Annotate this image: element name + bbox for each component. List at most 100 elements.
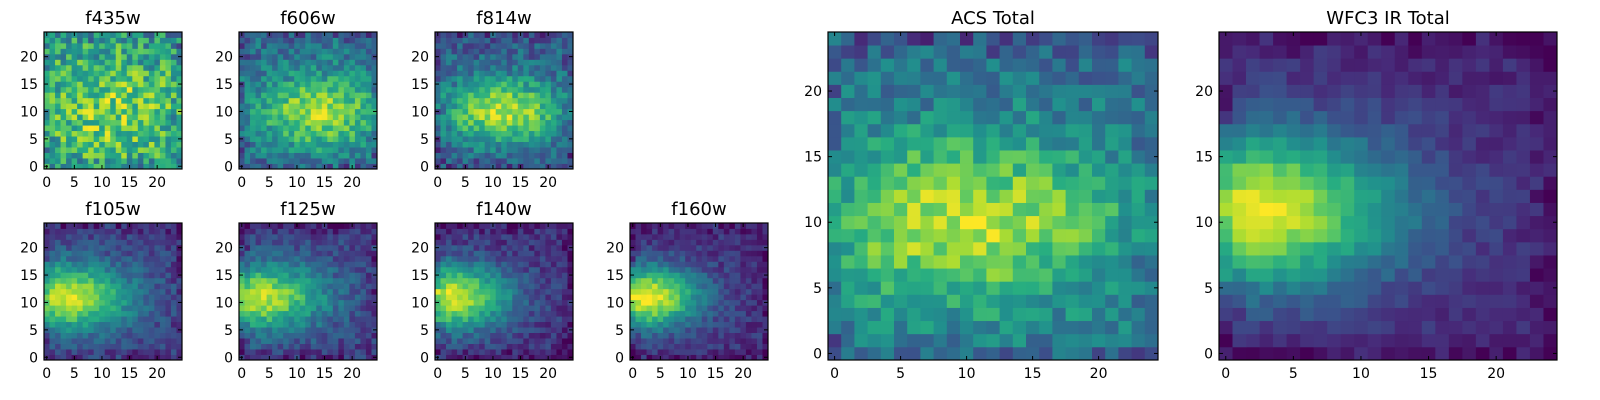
heatmap-cell — [316, 354, 323, 361]
heatmap-cell — [545, 147, 552, 153]
heatmap-cell — [479, 233, 486, 240]
heatmap-cell — [327, 327, 334, 333]
heatmap-cell — [343, 266, 350, 273]
heatmap-cell — [545, 305, 552, 312]
heatmap-cell — [534, 338, 541, 344]
heatmap-cell — [99, 239, 106, 246]
heatmap-cell — [110, 141, 117, 148]
heatmap-cell — [894, 228, 908, 243]
heatmap-cell — [960, 307, 974, 322]
heatmap-cell — [165, 327, 172, 333]
heatmap-cell — [550, 108, 557, 115]
heatmap-cell — [283, 147, 290, 153]
heatmap-cell — [250, 81, 256, 88]
heatmap-cell — [451, 244, 458, 251]
heatmap-cell — [723, 354, 730, 361]
heatmap-cell — [534, 244, 541, 251]
heatmap-cell — [55, 48, 61, 55]
heatmap-cell — [288, 354, 295, 361]
heatmap-cell — [1012, 176, 1027, 190]
heatmap-cell — [143, 343, 150, 350]
heatmap-cell — [77, 239, 84, 246]
x-tick-label: 20 — [539, 175, 557, 191]
heatmap-cell — [261, 343, 267, 350]
heatmap-cell — [652, 316, 658, 323]
heatmap-cell — [528, 299, 535, 306]
heatmap-cell — [338, 158, 345, 164]
heatmap-cell — [121, 349, 128, 355]
heatmap-cell — [506, 277, 513, 284]
heatmap-cell — [663, 272, 670, 279]
heatmap-cell — [294, 277, 301, 284]
heatmap-cell — [457, 92, 463, 99]
heatmap-cell — [679, 255, 686, 262]
heatmap-cell — [327, 272, 334, 279]
heatmap-cell — [349, 349, 356, 355]
heatmap-cell — [272, 141, 279, 148]
heatmap-cell — [77, 97, 84, 104]
heatmap-cell — [49, 321, 56, 328]
heatmap-cell — [718, 261, 725, 268]
heatmap-cell — [110, 239, 117, 246]
heatmap-cell — [294, 305, 301, 312]
heatmap-cell — [272, 119, 279, 126]
heatmap-cell — [99, 294, 106, 301]
heatmap-cell — [506, 136, 513, 142]
heatmap-cell — [165, 48, 172, 55]
heatmap-cell — [316, 92, 323, 99]
heatmap-cell — [446, 327, 452, 333]
heatmap-cell — [528, 239, 535, 246]
heatmap-cell — [305, 42, 312, 49]
heatmap-cell — [244, 92, 251, 99]
heatmap-cell — [255, 343, 262, 350]
heatmap-cell — [652, 305, 658, 312]
heatmap-cell — [545, 261, 552, 268]
heatmap-cell — [77, 354, 84, 361]
heatmap-cell — [165, 255, 172, 262]
heatmap-cell — [132, 343, 139, 350]
heatmap-cell — [841, 307, 855, 322]
heatmap-cell — [501, 255, 508, 262]
heatmap-cell — [148, 299, 155, 306]
heatmap-cell — [288, 59, 295, 66]
heatmap-cell — [484, 239, 491, 246]
x-tick-label: 5 — [70, 366, 79, 382]
heatmap-cell — [712, 261, 719, 268]
heatmap-cell — [343, 272, 350, 279]
heatmap-cell — [479, 75, 486, 82]
heatmap-cell — [137, 32, 144, 38]
heatmap-cell — [567, 37, 574, 44]
heatmap-cell — [729, 327, 736, 333]
heatmap-cell — [360, 81, 367, 88]
heatmap-cell — [137, 332, 144, 339]
heatmap-cell — [349, 42, 356, 49]
heatmap-cell — [60, 338, 67, 344]
heatmap-cell — [255, 75, 262, 82]
heatmap-cell — [880, 294, 895, 308]
heatmap-cell — [283, 283, 290, 290]
heatmap-cell — [299, 305, 306, 312]
heatmap-cell — [756, 332, 763, 339]
heatmap-cell — [239, 147, 245, 153]
heatmap-cell — [327, 316, 334, 323]
heatmap-cell — [960, 281, 974, 295]
heatmap-cell — [126, 42, 133, 49]
heatmap-cell — [751, 332, 758, 339]
heatmap-cell — [734, 266, 741, 273]
heatmap-cell — [365, 108, 372, 115]
heatmap-cell — [523, 103, 530, 110]
heatmap-cell — [446, 59, 452, 66]
heatmap-cell — [473, 92, 480, 99]
heatmap-cell — [93, 272, 100, 279]
heatmap-cell — [528, 261, 535, 268]
heatmap-cell — [550, 163, 557, 170]
heatmap-cell — [484, 37, 491, 44]
heatmap-cell — [360, 223, 367, 229]
heatmap-cell — [110, 255, 117, 262]
heatmap-cell — [756, 338, 763, 344]
heatmap-cell — [512, 354, 519, 361]
heatmap-cell — [170, 266, 177, 273]
heatmap-cell — [517, 277, 524, 284]
heatmap-cell — [365, 299, 372, 306]
heatmap-cell — [696, 343, 703, 350]
